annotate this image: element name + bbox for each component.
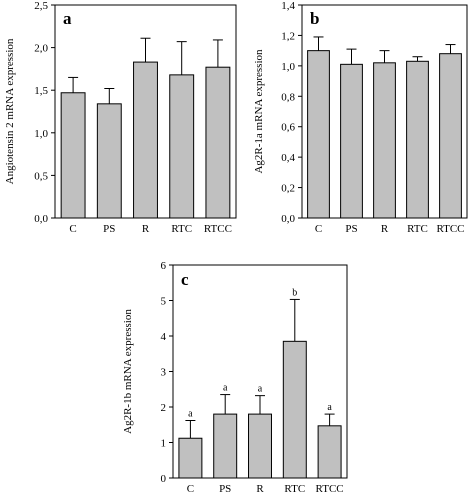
- panel-c-significance-label: a: [223, 383, 228, 394]
- panel-b-bar-c: [307, 50, 330, 219]
- panel-b-letter: b: [310, 9, 319, 28]
- panel-c-x-category-label: C: [187, 483, 194, 495]
- panel-b-x-category-label: RTC: [407, 223, 428, 235]
- panel-c-significance-label: a: [327, 402, 332, 413]
- panel-a-y-tick-label: 2,0: [34, 43, 48, 55]
- panel-b-bar-rtc: [406, 60, 429, 219]
- panel-c-y-axis-title: Ag2R-1b mRNA expression: [122, 309, 134, 434]
- panel-b-y-axis-title: Ag2R-1a mRNA expression: [253, 49, 265, 174]
- panel-c-y-tick-label: 4: [161, 331, 167, 343]
- panel-c-bar-rtcc: [317, 425, 342, 479]
- panel-c-y-tick-label: 0: [161, 473, 167, 485]
- panel-c-x-category-label: RTCC: [316, 483, 344, 495]
- panel-b-bar-ps: [340, 63, 363, 219]
- panel-b-y-tick-label: 1,2: [281, 30, 295, 42]
- panel-a-y-tick-label: 1,0: [34, 128, 48, 140]
- panel-b-y-tick-label: 1,0: [281, 61, 295, 73]
- panel-c-letter: c: [181, 270, 189, 289]
- panel-a-bar-ps: [96, 103, 122, 219]
- panel-b-y-tick-label: 0,0: [281, 213, 295, 225]
- panel-c-x-category-label: PS: [219, 483, 231, 495]
- panel-c-x-category-label: R: [256, 483, 264, 495]
- panel-a-x-category-label: RTCC: [204, 223, 232, 235]
- panel-a-y-tick-label: 0,5: [34, 170, 48, 182]
- panel-a-y-axis-title: Angiotensin 2 mRNA expression: [4, 38, 16, 184]
- panel-a-y-tick-label: 1,5: [34, 85, 48, 97]
- panel-a: 0,0 0,5 1,0 1,5 2,0 2,5 Angiotensin 2 mRNA exp…: [4, 0, 237, 235]
- panel-a-x-category-label: RTC: [171, 223, 192, 235]
- panel-b-y-tick-label: 0,2: [281, 183, 295, 195]
- panel-b-y-tick-label: 0,4: [281, 152, 295, 164]
- panel-c-y-tick-label: 2: [161, 402, 167, 414]
- panel-b-x-category-label: PS: [345, 223, 357, 235]
- panel-a-y-tick-label: 0,0: [34, 213, 48, 225]
- panel-b-bar-rtcc: [439, 53, 462, 219]
- panel-b-bar-r: [373, 62, 396, 219]
- panel-c-bar-ps: [213, 413, 238, 479]
- panel-b-x-category-label: C: [315, 223, 322, 235]
- panel-c-y-tick-label: 3: [161, 367, 167, 379]
- panel-a-bar-rtcc: [205, 66, 231, 219]
- panel-b-x-category-label: RTCC: [436, 223, 464, 235]
- panel-c-significance-label: a: [258, 384, 263, 395]
- panel-a-bar-c: [60, 92, 86, 219]
- panel-a-bar-rtc: [169, 74, 195, 219]
- panel-b: 0,0 0,2 0,4 0,6 0,8 1,0 1,2 1,4 Ag2R-1a mRNA exp…: [253, 0, 468, 235]
- panel-c-bar-c: [178, 437, 203, 479]
- panel-a-x-category-label: C: [69, 223, 76, 235]
- panel-c-bar-rtc: [282, 340, 307, 479]
- panel-c-y-tick-label: 6: [161, 260, 167, 272]
- panel-c-significance-label: a: [188, 408, 193, 419]
- panel-a-letter: a: [63, 9, 72, 28]
- panel-c: 0 1 2 3 4 5 6 Ag2R-1b mRNA expression c a Ca PS a Rb R…: [122, 260, 348, 495]
- panel-c-significance-label: b: [292, 287, 297, 298]
- panel-b-y-tick-label: 0,8: [281, 91, 295, 103]
- panel-a-x-category-label: R: [142, 223, 150, 235]
- panel-a-y-tick-label: 2,5: [34, 0, 48, 12]
- panel-c-x-category-label: RTC: [284, 483, 305, 495]
- panel-c-y-tick-label: 5: [161, 296, 167, 308]
- panel-b-x-category-label: R: [381, 223, 389, 235]
- panel-b-y-tick-label: 0,6: [281, 122, 295, 134]
- panel-c-bar-r: [248, 413, 272, 479]
- panel-b-y-tick-label: 1,4: [281, 0, 295, 12]
- panel-c-y-tick-label: 1: [161, 438, 167, 450]
- panel-a-x-category-label: PS: [103, 223, 115, 235]
- panel-a-bar-r: [133, 61, 158, 219]
